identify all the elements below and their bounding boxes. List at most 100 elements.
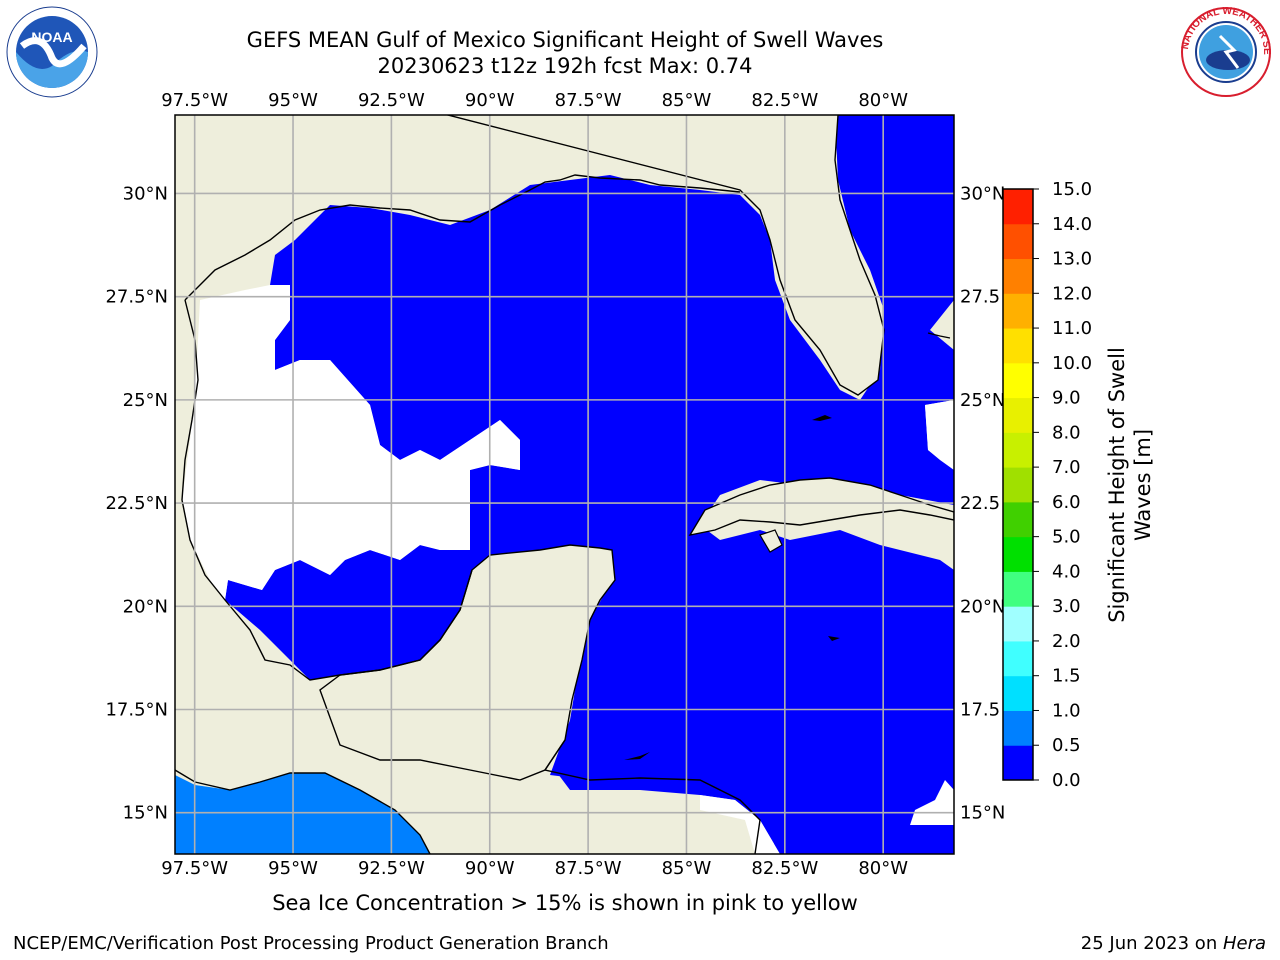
lat-tick-label-right: 25°N — [960, 390, 1005, 411]
run-date: 25 Jun 2023 on Hera — [1081, 933, 1266, 954]
colorbar-tick-label: 10.0 — [1052, 353, 1092, 374]
colorbar-tick-label: 12.0 — [1052, 283, 1092, 304]
bahamas — [927, 332, 951, 339]
map-subtitle: 20230623 t12z 192h fcst Max: 0.74 — [377, 54, 753, 78]
lat-tick-label: 15°N — [123, 803, 168, 824]
colorbar-segment — [1003, 536, 1033, 572]
lon-tick-label: 87.5°W — [555, 90, 622, 111]
cayman-islands — [828, 636, 840, 641]
lon-tick-label: 95°W — [268, 90, 318, 111]
lon-tick-label: 90°W — [465, 858, 515, 879]
colorbar-segment — [1003, 501, 1033, 538]
lon-labels-top: 97.5°W 95°W 92.5°W 90°W 87.5°W 85°W 82.5°W 80°W — [161, 90, 908, 111]
colorbar-segment — [1003, 189, 1033, 225]
colorbar-tick-label: 5.0 — [1052, 527, 1081, 548]
colorbar-segment — [1003, 467, 1033, 503]
lat-tick-label-right: 17.5 — [960, 700, 1000, 721]
cuba-land — [688, 477, 954, 536]
florida-land — [445, 115, 954, 396]
caribbean-swell — [555, 545, 954, 854]
no-data-western-gulf — [182, 285, 520, 600]
lat-tick-label-right: 22.5 — [960, 493, 1000, 514]
florida-keys — [812, 415, 832, 421]
colorbar-segment — [1003, 397, 1033, 433]
colorbar-segment — [1003, 606, 1033, 642]
lat-tick-label: 20°N — [123, 596, 168, 617]
colorbar-segment — [1003, 328, 1033, 364]
lon-tick-label: 92.5°W — [358, 90, 425, 111]
colorbar-segment — [1003, 432, 1033, 468]
lon-tick-label: 87.5°W — [555, 858, 622, 879]
colorbar-segment — [1003, 675, 1033, 711]
map-title: GEFS MEAN Gulf of Mexico Significant Hei… — [246, 28, 884, 52]
colorbar-tick-label: 11.0 — [1052, 318, 1092, 339]
no-data-caribbean-coast — [700, 795, 780, 854]
no-data-east-edge-south — [910, 780, 954, 825]
nws-logo-icon: NATIONAL WEATHER SERVICE — [1176, 6, 1272, 97]
lon-tick-label: 82.5°W — [751, 90, 818, 111]
colorbar-tick-label: 15.0 — [1052, 179, 1092, 200]
lon-tick-label: 82.5°W — [751, 858, 818, 879]
colorbar-segment — [1003, 710, 1033, 746]
colorbar-tick-label: 8.0 — [1052, 422, 1081, 443]
lon-tick-label: 85°W — [662, 858, 712, 879]
map-gridlines — [175, 115, 954, 854]
lon-tick-label: 85°W — [662, 90, 712, 111]
lat-tick-label: 17.5°N — [105, 700, 168, 721]
colorbar-label: Significant Height of SwellWaves [m] — [1105, 347, 1155, 623]
colorbar-segment — [1003, 745, 1033, 781]
colorbar-tick-label: 4.0 — [1052, 561, 1081, 582]
lon-tick-label: 92.5°W — [358, 858, 425, 879]
colorbar-tick-label: 14.0 — [1052, 214, 1092, 235]
colorbar-tick-label: 0.0 — [1052, 770, 1081, 791]
lat-tick-label-right: 30°N — [960, 183, 1005, 204]
lat-labels-right: 30°N 27.5 25°N 22.5 20°N 17.5 15°N — [960, 183, 1005, 823]
host-name: Hera — [1222, 933, 1266, 954]
noaa-logo-text: NOAA — [31, 29, 72, 45]
colorbar-segment — [1003, 571, 1033, 607]
lat-tick-label: 30°N — [123, 183, 168, 204]
lat-tick-label: 27.5°N — [105, 287, 168, 308]
colorbar-tick-label: 13.0 — [1052, 249, 1092, 270]
colorbar-segment — [1003, 223, 1033, 260]
lon-tick-label: 97.5°W — [161, 858, 228, 879]
colorbar-frame — [1002, 188, 1034, 781]
lat-tick-label-right: 27.5 — [960, 287, 1000, 308]
colorbar-tick-label: 7.0 — [1052, 457, 1081, 478]
producer-credit: NCEP/EMC/Verification Post Processing Pr… — [13, 933, 609, 954]
lon-tick-label: 80°W — [858, 90, 908, 111]
colorbar-segment — [1003, 293, 1033, 329]
colorbar-segment — [1003, 640, 1033, 677]
pacific-coast — [175, 769, 431, 854]
no-data-east-edge — [925, 400, 954, 470]
noaa-logo-icon: NOAA — [6, 6, 98, 98]
isla-de-la-juventud — [759, 529, 783, 553]
colorbar-tick-label: 1.0 — [1052, 700, 1081, 721]
swan-islands — [624, 752, 650, 760]
lon-tick-label: 95°W — [268, 858, 318, 879]
colorbar-tick-label: 2.0 — [1052, 631, 1081, 652]
colorbar-tick-label: 6.0 — [1052, 492, 1081, 513]
lat-tick-label: 25°N — [123, 390, 168, 411]
lon-labels-bottom: 97.5°W 95°W 92.5°W 90°W 87.5°W 85°W 82.5°W 80°W — [161, 858, 908, 879]
central-america-coast — [543, 739, 761, 854]
lon-tick-label: 97.5°W — [161, 90, 228, 111]
northern-gulf-coast — [184, 174, 741, 301]
colorbar-segment — [1003, 258, 1033, 294]
colorbar-tick-label: 9.0 — [1052, 388, 1081, 409]
lat-tick-label-right: 20°N — [960, 596, 1005, 617]
colorbar-segment — [1003, 362, 1033, 399]
colorbar-tick-label: 0.5 — [1052, 735, 1081, 756]
sea-ice-note: Sea Ice Concentration > 15% is shown in … — [272, 891, 858, 915]
lon-tick-label: 80°W — [858, 858, 908, 879]
colorbar-tick-label: 1.5 — [1052, 666, 1081, 687]
lon-tick-label: 90°W — [465, 90, 515, 111]
lat-tick-label-right: 15°N — [960, 803, 1005, 824]
colorbar-tick-label: 3.0 — [1052, 596, 1081, 617]
map-frame — [174, 114, 955, 855]
lat-labels-left: 30°N 27.5°N 25°N 22.5°N 20°N 17.5°N 15°N — [105, 183, 168, 823]
western-gulf-coast — [181, 299, 473, 681]
colorbar: 0.0 0.5 1.0 1.5 2.0 3.0 4.0 5.0 6.0 7.0 8.0 9.0 10.0… — [1002, 179, 1092, 791]
lat-tick-label: 22.5°N — [105, 493, 168, 514]
